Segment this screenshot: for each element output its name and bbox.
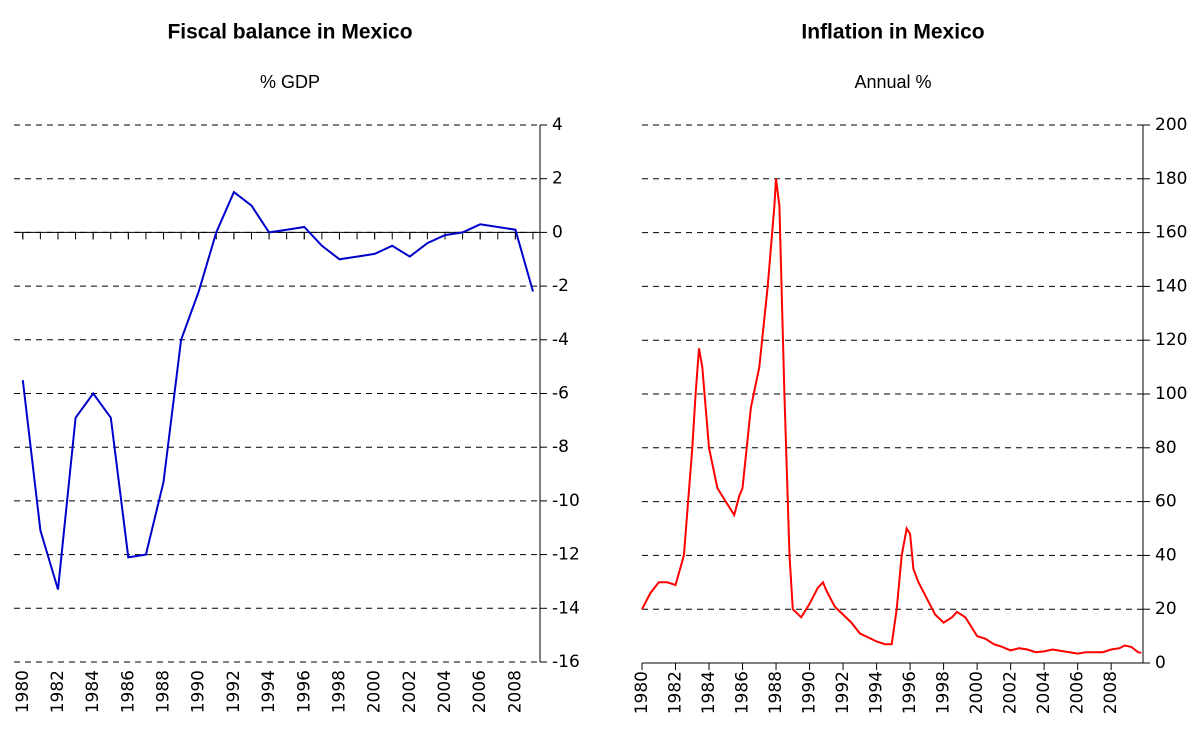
y-tick-label: -12 (552, 545, 580, 565)
x-tick-label: 2002 (1001, 671, 1021, 714)
x-tick-label: 2008 (505, 670, 525, 713)
x-tick-label: 2004 (1034, 671, 1054, 714)
y-tick-label: 160 (1155, 223, 1187, 243)
y-tick-label: 100 (1155, 384, 1187, 404)
y-tick-label: 60 (1155, 492, 1177, 512)
x-tick-label: 2000 (967, 671, 987, 714)
x-tick-label: 1988 (766, 671, 786, 714)
x-tick-label: 1998 (934, 671, 954, 714)
y-tick-label: 40 (1155, 545, 1177, 565)
x-tick-label: 1980 (13, 670, 33, 713)
x-tick-label: 1984 (699, 671, 719, 714)
x-tick-label: 2004 (435, 670, 455, 713)
line-series (21, 190, 534, 590)
line-series (641, 178, 1142, 655)
x-tick-label: 2006 (1068, 671, 1088, 714)
x-tick-label: 1994 (259, 670, 279, 713)
y-tick-label: -16 (552, 652, 580, 672)
x-tick-label: 1992 (833, 671, 853, 714)
x-tick-label: 1988 (154, 670, 174, 713)
y-tick-label: -4 (552, 330, 569, 350)
y-tick-label: 4 (552, 115, 563, 135)
x-tick-label: 1994 (867, 671, 887, 714)
x-tick-label: 1990 (189, 670, 209, 713)
y-tick-label: 2 (552, 169, 563, 189)
x-tick-label: 2002 (400, 670, 420, 713)
y-tick-label: -6 (552, 384, 569, 404)
y-tick-label: -2 (552, 276, 569, 296)
y-tick-label: -14 (552, 598, 580, 618)
y-tick-label: 200 (1155, 115, 1187, 135)
x-tick-label: 1986 (733, 671, 753, 714)
x-tick-label: 1992 (224, 670, 244, 713)
chart-title: Inflation in Mexico (801, 21, 984, 44)
x-tick-label: 1996 (900, 671, 920, 714)
x-tick-label: 1984 (83, 670, 103, 713)
x-tick-label: 1986 (118, 670, 138, 713)
y-tick-label: -10 (552, 491, 580, 511)
y-tick-label: 0 (1155, 653, 1166, 673)
y-tick-label: 180 (1155, 169, 1187, 189)
chart-subtitle: % GDP (260, 72, 320, 92)
x-tick-label: 2006 (470, 670, 490, 713)
x-tick-label: 2000 (365, 670, 385, 713)
x-tick-label: 1980 (632, 671, 652, 714)
chart-title: Fiscal balance in Mexico (167, 21, 412, 44)
y-tick-label: 20 (1155, 599, 1177, 619)
x-tick-label: 1998 (329, 670, 349, 713)
x-tick-label: 1990 (800, 671, 820, 714)
x-tick-label: 2008 (1101, 671, 1121, 714)
chart-subtitle: Annual % (854, 72, 931, 92)
x-tick-label: 1982 (48, 670, 68, 713)
y-tick-label: 120 (1155, 330, 1187, 350)
x-tick-label: 1996 (294, 670, 314, 713)
x-tick-label: 1982 (666, 671, 686, 714)
y-tick-label: 0 (552, 222, 563, 242)
y-tick-label: 140 (1155, 276, 1187, 296)
y-tick-label: -8 (552, 437, 569, 457)
y-tick-label: 80 (1155, 438, 1177, 458)
